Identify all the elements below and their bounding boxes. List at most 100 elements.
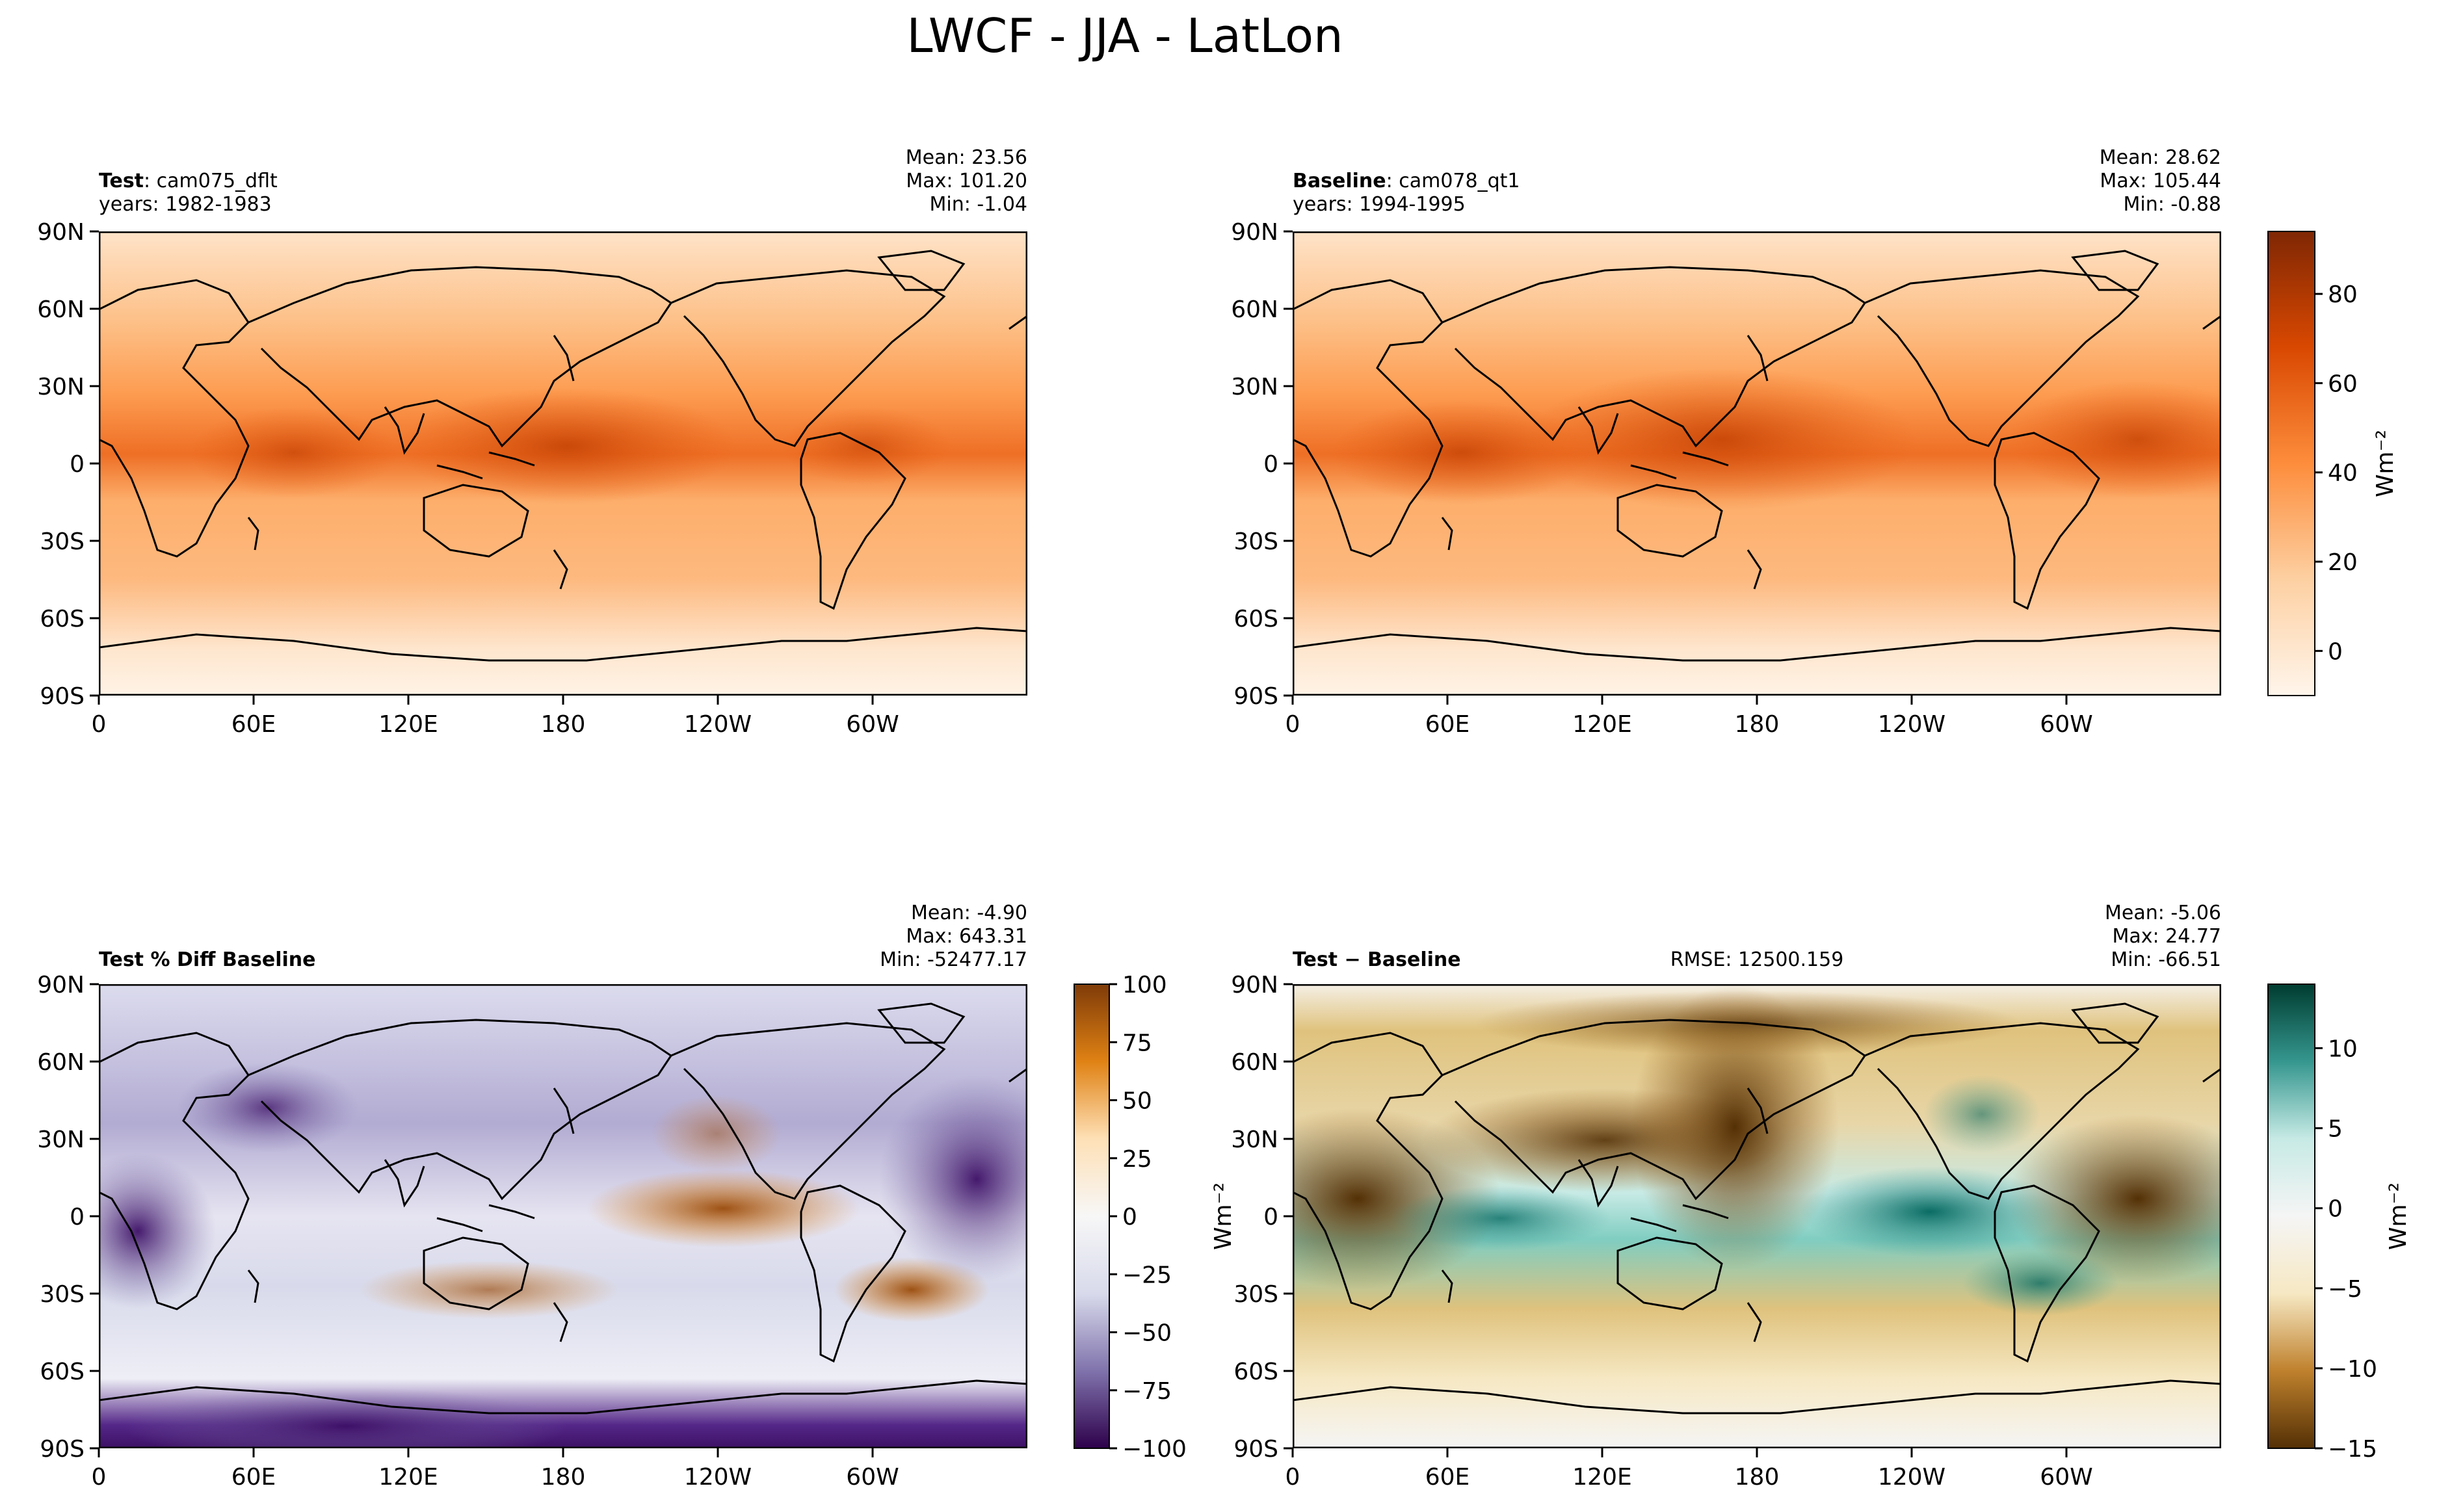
colorbar-tick-label: 0 <box>2328 1196 2343 1223</box>
lat-tick-label: 60N <box>37 296 85 323</box>
lon-tick-label: 120W <box>684 1464 752 1491</box>
lon-tick-label: 120E <box>1572 1464 1631 1491</box>
colorbar-tick-label: 100 <box>1122 972 1167 998</box>
lon-tick-label: 0 <box>1285 711 1300 738</box>
panel-diff-rmse: RMSE: 12500.159 <box>1670 948 1844 971</box>
panel-baseline-stat-mean: Mean: 28.62 <box>2100 146 2221 169</box>
lat-tick-label: 90N <box>1231 972 1278 998</box>
lat-tick-label: 30N <box>1231 1127 1278 1153</box>
panel-diff-title: Test − Baseline <box>1293 948 1461 971</box>
panel-baseline-title-rest: : cam078_qt1 <box>1386 170 1520 192</box>
colorbar-top-label: Wm⁻² <box>2372 430 2399 497</box>
panel-pctdiff: Test % Diff Baseline Mean: -4.90 Max: 64… <box>99 902 1027 1448</box>
panel-pctdiff-stat-mean: Mean: -4.90 <box>911 902 1027 924</box>
lon-tick-label: 120E <box>378 711 438 738</box>
lat-tick-label: 60N <box>1231 296 1278 323</box>
panel-baseline-title-bold: Baseline <box>1293 170 1386 192</box>
lat-tick-label: 90N <box>1231 219 1278 246</box>
lat-tick-label: 60S <box>1233 1359 1278 1385</box>
lat-tick-label: 90S <box>40 683 85 710</box>
colorbar-tick-label: −15 <box>2328 1436 2377 1463</box>
panel-baseline-title: Baseline: cam078_qt1 <box>1293 170 1520 192</box>
colorbar-pct-label: Wm⁻² <box>1210 1182 1237 1250</box>
panel-baseline-map <box>1293 231 2221 696</box>
lat-tick-label: 30S <box>1233 528 1278 555</box>
lon-tick-label: 120E <box>1572 711 1631 738</box>
lat-tick-label: 90S <box>1233 683 1278 710</box>
lat-tick-label: 30S <box>40 528 85 555</box>
lon-tick-label: 120W <box>684 711 752 738</box>
lon-tick-label: 180 <box>541 1464 586 1491</box>
axes-layer: 0 60E 120E 180 120W 60W 90N 60N 30N 0 30S 60S 90S 0 60… <box>37 219 2092 1491</box>
colorbar-top-ticks: 0 20 40 60 80 <box>2315 281 2358 665</box>
colorbar-tick-label: 75 <box>1122 1030 1152 1056</box>
lat-tick-label: 90N <box>37 219 85 246</box>
lat-tick-label: 90S <box>40 1436 85 1463</box>
figure-title: LWCF - JJA - LatLon <box>906 8 1343 63</box>
colorbar-tick-label: 0 <box>2328 638 2343 665</box>
colorbar-diff-ticks: −15 −10 −5 0 5 10 <box>2315 1036 2377 1463</box>
colorbar-tick-label: −75 <box>1122 1378 1172 1405</box>
lat-tick-label: 60N <box>37 1049 85 1076</box>
lon-tick-label: 60W <box>846 1464 899 1491</box>
colorbar-diff: Wm⁻² −15 −10 −5 0 5 10 <box>2267 984 2412 1463</box>
lat-tick-label: 30N <box>37 1127 85 1153</box>
colorbar-tick-label: 5 <box>2328 1116 2343 1143</box>
lon-tick-label: 60W <box>846 711 899 738</box>
lat-tick-label: 0 <box>1263 1204 1278 1231</box>
colorbar-tick-label: −50 <box>1122 1320 1172 1347</box>
colorbar-pct-bar <box>1074 984 1110 1449</box>
colorbar-diff-bar <box>2267 984 2315 1449</box>
colorbar-diff-label: Wm⁻² <box>2385 1182 2412 1250</box>
lon-tick-label: 120W <box>1878 711 1945 738</box>
panel-test-map <box>99 231 1027 696</box>
colorbar-tick-label: 20 <box>2328 549 2358 576</box>
lat-tick-label: 0 <box>70 1204 85 1231</box>
colorbar-pct: Wm⁻² −100 −75 −50 −25 0 25 50 75 100 <box>1074 972 1237 1463</box>
lat-tick-label: 60S <box>40 1359 85 1385</box>
panel-baseline-stat-min: Min: -0.88 <box>2124 193 2222 216</box>
colorbar-tick-label: 40 <box>2328 460 2358 487</box>
colorbar-top-bar <box>2267 231 2315 696</box>
lon-tick-label: 0 <box>92 1464 107 1491</box>
lat-tick-label: 90S <box>1233 1436 1278 1463</box>
panel-baseline-stat-max: Max: 105.44 <box>2100 170 2221 192</box>
panel-test-title-rest: : cam075_dflt <box>144 170 278 192</box>
lat-tick-label: 60S <box>1233 606 1278 632</box>
colorbar-tick-label: −10 <box>2328 1356 2377 1383</box>
panel-test-years: years: 1982-1983 <box>99 193 272 216</box>
colorbar-tick-label: −5 <box>2328 1276 2362 1303</box>
panel-diff-stat-mean: Mean: -5.06 <box>2105 902 2221 924</box>
lon-tick-label: 60W <box>2040 1464 2092 1491</box>
panel-test: Test: cam075_dflt years: 1982-1983 Mean:… <box>99 146 1027 696</box>
lat-tick-label: 0 <box>1263 451 1278 478</box>
panel-test-title-bold: Test <box>99 170 144 192</box>
lon-tick-label: 60W <box>2040 711 2092 738</box>
lat-tick-label: 30S <box>40 1281 85 1308</box>
panel-diff: Test − Baseline RMSE: 12500.159 Mean: -5… <box>1293 902 2221 1448</box>
panel-diff-map <box>1293 984 2221 1448</box>
colorbar-pct-ticks: −100 −75 −50 −25 0 25 50 75 100 <box>1109 972 1187 1463</box>
lon-tick-label: 0 <box>92 711 107 738</box>
colorbar-tick-label: 50 <box>1122 1088 1152 1115</box>
panel-test-stat-min: Min: -1.04 <box>930 193 1028 216</box>
colorbar-tick-label: 60 <box>2328 371 2358 397</box>
lon-tick-label: 180 <box>1735 1464 1780 1491</box>
lon-tick-label: 120W <box>1878 1464 1945 1491</box>
panel-pctdiff-stat-max: Max: 643.31 <box>906 925 1027 948</box>
panel-diff-stat-max: Max: 24.77 <box>2112 925 2221 948</box>
lon-tick-label: 60E <box>231 711 276 738</box>
lat-tick-label: 30N <box>1231 374 1278 400</box>
colorbar-tick-label: 80 <box>2328 281 2358 308</box>
lon-tick-label: 60E <box>231 1464 276 1491</box>
panel-pctdiff-map <box>99 984 1027 1448</box>
lon-tick-label: 0 <box>1285 1464 1300 1491</box>
panel-pctdiff-stat-min: Min: -52477.17 <box>880 948 1027 971</box>
panel-diff-stat-min: Min: -66.51 <box>2111 948 2221 971</box>
colorbar-tick-label: 0 <box>1122 1204 1137 1231</box>
colorbar-tick-label: 25 <box>1122 1146 1152 1173</box>
panel-baseline-years: years: 1994-1995 <box>1293 193 1466 216</box>
lat-tick-label: 30S <box>1233 1281 1278 1308</box>
panel-pctdiff-title: Test % Diff Baseline <box>99 948 316 971</box>
